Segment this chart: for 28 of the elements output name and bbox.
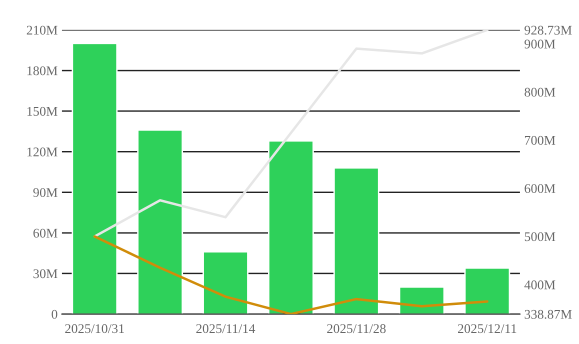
- y2-tick-label: 400M: [524, 280, 556, 290]
- y-tick-label: 90M: [33, 188, 58, 198]
- y-tick-label: 180M: [27, 66, 58, 76]
- y-tick-label: 60M: [33, 228, 58, 238]
- bar: [72, 42, 118, 314]
- y2-tick-label: 700M: [524, 136, 556, 145]
- y-tick-label: 0: [52, 310, 58, 319]
- y2-tick-label: 900M: [524, 40, 556, 48]
- x-tick-label: 2025/11/28: [327, 324, 386, 334]
- line-series: [93, 30, 488, 238]
- x-tick-label: 2025/12/11: [458, 324, 516, 334]
- y-tick-label: 210M: [26, 26, 58, 35]
- bar: [333, 167, 380, 314]
- bar: [464, 267, 510, 314]
- y-tick-label: 150M: [27, 106, 58, 116]
- y-tick-label: 30M: [33, 269, 58, 278]
- y2-tick-label: 338.87M: [524, 310, 572, 319]
- y2-tick-label: 800M: [524, 88, 556, 97]
- y2-tick-label: 500M: [524, 232, 556, 242]
- line-series: [93, 235, 488, 314]
- y2-tick-label: 600M: [524, 184, 556, 193]
- bar: [137, 129, 184, 314]
- y-tick-label: 120M: [27, 148, 58, 156]
- y2-tick-label: 928.73M: [524, 26, 572, 35]
- bar: [268, 140, 314, 314]
- x-tick-label: 2025/10/31: [65, 324, 124, 334]
- bar: [202, 251, 248, 314]
- x-tick-label: 2025/11/14: [196, 324, 256, 334]
